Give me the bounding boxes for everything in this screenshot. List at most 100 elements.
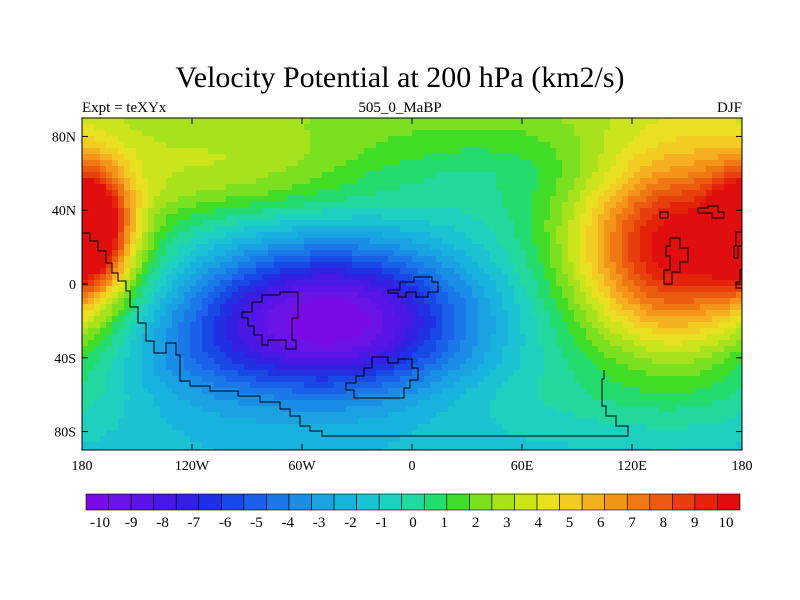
field-cell	[736, 178, 742, 185]
field-cell	[628, 340, 635, 347]
field-cell	[316, 214, 323, 221]
field-cell	[328, 208, 335, 215]
field-cell	[172, 142, 179, 149]
field-cell	[622, 310, 629, 317]
field-cell	[412, 292, 419, 299]
field-cell	[100, 304, 107, 311]
field-cell	[730, 274, 737, 281]
field-cell	[298, 118, 305, 125]
field-cell	[244, 286, 251, 293]
field-cell	[304, 214, 311, 221]
field-cell	[724, 262, 731, 269]
field-cell	[664, 214, 671, 221]
field-cell	[238, 154, 245, 161]
field-cell	[112, 340, 119, 347]
field-cell	[604, 202, 611, 209]
field-cell	[496, 268, 503, 275]
field-cell	[382, 166, 389, 173]
field-cell	[130, 250, 137, 257]
field-cell	[334, 322, 341, 329]
field-cell	[616, 328, 623, 335]
field-cell	[538, 370, 545, 377]
field-cell	[622, 148, 629, 155]
field-cell	[724, 202, 731, 209]
field-cell	[106, 118, 113, 125]
field-cell	[556, 238, 563, 245]
field-cell	[472, 274, 479, 281]
field-cell	[154, 232, 161, 239]
field-cell	[394, 202, 401, 209]
field-cell	[232, 118, 239, 125]
field-cell	[334, 118, 341, 125]
field-cell	[376, 190, 383, 197]
field-cell	[310, 160, 317, 167]
field-cell	[730, 226, 737, 233]
field-cell	[412, 256, 419, 263]
field-cell	[130, 166, 137, 173]
field-cell	[124, 268, 131, 275]
field-cell	[262, 316, 269, 323]
field-cell	[112, 298, 119, 305]
field-cell	[556, 352, 563, 359]
field-cell	[484, 190, 491, 197]
field-cell	[238, 172, 245, 179]
field-cell	[196, 214, 203, 221]
field-cell	[94, 214, 101, 221]
field-cell	[574, 370, 581, 377]
field-cell	[574, 226, 581, 233]
field-cell	[352, 178, 359, 185]
field-cell	[196, 364, 203, 371]
field-cell	[352, 298, 359, 305]
field-cell	[316, 376, 323, 383]
field-cell	[106, 184, 113, 191]
field-cell	[328, 280, 335, 287]
field-cell	[82, 352, 89, 359]
field-cell	[526, 316, 533, 323]
field-cell	[400, 268, 407, 275]
field-cell	[88, 232, 95, 239]
field-cell	[430, 298, 437, 305]
field-cell	[244, 226, 251, 233]
field-cell	[622, 184, 629, 191]
field-cell	[196, 388, 203, 395]
field-cell	[226, 178, 233, 185]
field-cell	[136, 124, 143, 131]
field-cell	[430, 166, 437, 173]
field-cell	[442, 316, 449, 323]
field-cell	[334, 208, 341, 215]
field-cell	[532, 154, 539, 161]
field-cell	[604, 154, 611, 161]
field-cell	[214, 316, 221, 323]
field-cell	[346, 232, 353, 239]
field-cell	[298, 142, 305, 149]
field-cell	[544, 136, 551, 143]
field-cell	[538, 226, 545, 233]
field-cell	[220, 208, 227, 215]
field-cell	[358, 352, 365, 359]
field-cell	[532, 142, 539, 149]
field-cell	[256, 298, 263, 305]
field-cell	[472, 352, 479, 359]
field-cell	[394, 142, 401, 149]
field-cell	[562, 370, 569, 377]
field-cell	[442, 292, 449, 299]
field-cell	[556, 358, 563, 365]
field-cell	[172, 382, 179, 389]
field-cell	[436, 274, 443, 281]
field-cell	[184, 346, 191, 353]
field-cell	[652, 322, 659, 329]
field-cell	[316, 316, 323, 323]
field-cell	[346, 178, 353, 185]
field-cell	[562, 352, 569, 359]
field-cell	[82, 310, 89, 317]
field-cell	[274, 136, 281, 143]
field-cell	[418, 226, 425, 233]
field-cell	[706, 136, 713, 143]
field-cell	[238, 232, 245, 239]
field-cell	[226, 142, 233, 149]
field-cell	[676, 358, 683, 365]
field-cell	[328, 370, 335, 377]
field-cell	[550, 280, 557, 287]
field-cell	[316, 274, 323, 281]
field-cell	[640, 358, 647, 365]
